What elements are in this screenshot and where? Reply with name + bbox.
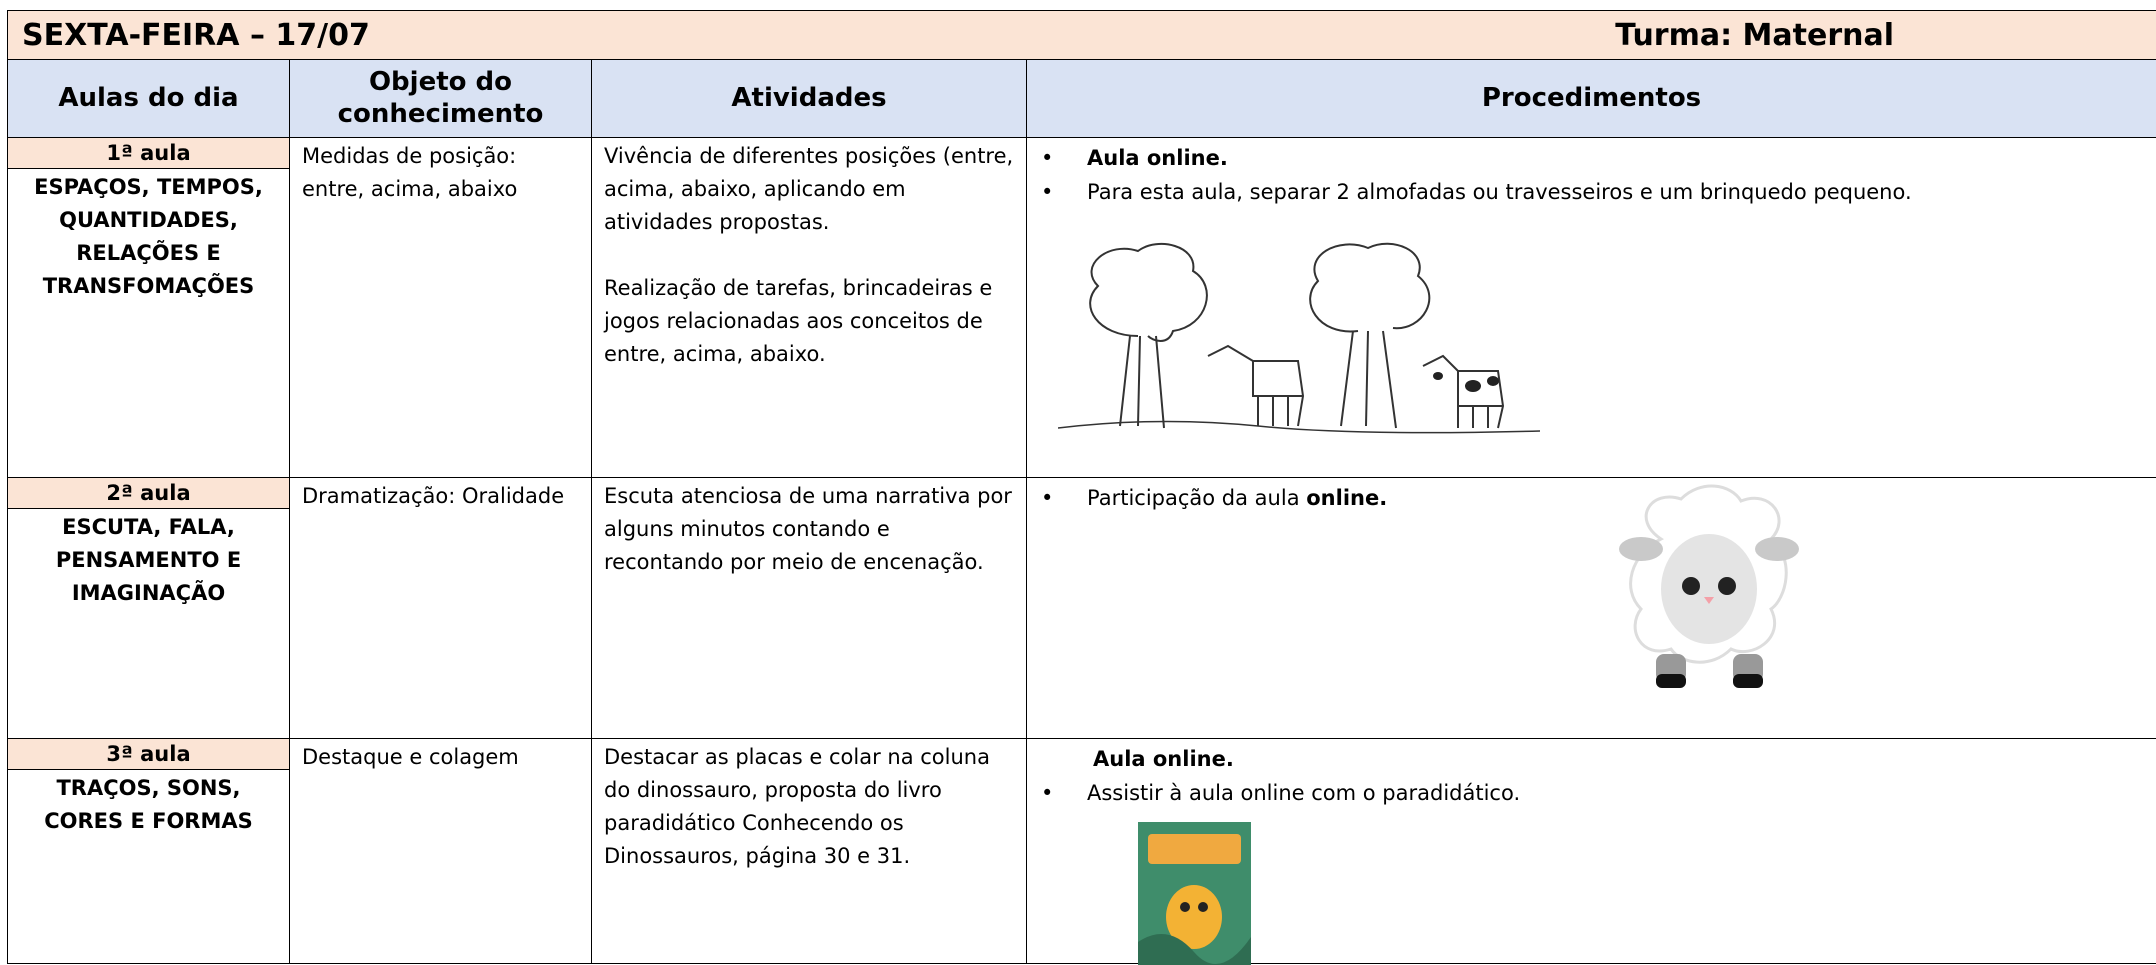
- procedure-text: Participação da aula: [1087, 486, 1307, 510]
- column-header: Procedimentos: [1025, 59, 2156, 138]
- lesson-table: SEXTA-FEIRA – 17/07 Turma: Maternal Aula…: [6, 10, 2156, 964]
- procedimentos-cell: Aula online. Para esta aula, separar 2 al…: [1025, 137, 2156, 478]
- lesson-row: 1ª aula ESPAÇOS, TEMPOS, QUANTIDADES, REL…: [7, 137, 2156, 478]
- procedure-bold-text: Aula online.: [1093, 747, 1234, 771]
- lesson-row: 3ª aula TRAÇOS, SONS, CORES E FORMAS Desta…: [7, 738, 2156, 964]
- objeto-cell: Dramatização: Oralidade: [289, 477, 592, 739]
- atividades-cell: Escuta atenciosa de uma narrativa por al…: [591, 477, 1027, 739]
- procedure-item: Para esta aula, separar 2 almofadas ou t…: [1041, 175, 2144, 209]
- objeto-text: Dramatização: Oralidade: [302, 484, 565, 508]
- field-area: ESPAÇOS, TEMPOS, QUANTIDADES, RELAÇÕES E…: [34, 175, 263, 298]
- activity-paragraph: Destacar as placas e colar na coluna do …: [604, 745, 990, 868]
- title-cell: SEXTA-FEIRA – 17/07 Turma: Maternal: [6, 10, 2156, 60]
- sheep-illustration: [1619, 484, 1799, 688]
- field-area: TRAÇOS, SONS, CORES E FORMAS: [44, 776, 253, 833]
- procedimentos: Aula online. Para esta aula, separar 2 al…: [1028, 139, 2156, 209]
- lesson-cell: 2ª aula ESCUTA, FALA, PENSAMENTO E IMAGIN…: [7, 477, 290, 739]
- objeto-text: Medidas de posição: entre, acima, abaixo: [302, 144, 518, 201]
- column-header: Aulas do dia: [7, 59, 290, 138]
- activity-paragraph: Escuta atenciosa de uma narrativa por al…: [604, 484, 1012, 574]
- procedimentos-cell: Participação da aula online.: [1025, 477, 2156, 739]
- atividades: Vivência de diferentes posições (entre, …: [593, 139, 1026, 407]
- field-area: ESCUTA, FALA, PENSAMENTO E IMAGINAÇÃO: [55, 515, 242, 605]
- procedure-item: Assistir à aula online com o paradidátic…: [1041, 776, 2144, 810]
- lesson-number: 2ª aula: [8, 478, 289, 509]
- lesson-cell: 1ª aula ESPAÇOS, TEMPOS, QUANTIDADES, REL…: [7, 137, 290, 478]
- objeto-cell: Destaque e colagem: [289, 738, 592, 964]
- lesson-number: 3ª aula: [8, 739, 289, 770]
- lesson-row: 2ª aula ESCUTA, FALA, PENSAMENTO E IMAGIN…: [7, 477, 2156, 739]
- procedure-bold-text: online.: [1306, 486, 1388, 510]
- trees-animals-illustration: [1058, 242, 1540, 434]
- atividades: Destacar as placas e colar na coluna do …: [593, 740, 1026, 909]
- class-title: Turma: Maternal: [1615, 17, 1895, 53]
- day-title: SEXTA-FEIRA – 17/07: [22, 17, 370, 53]
- lesson-number: 1ª aula: [8, 138, 289, 169]
- atividades-cell: Vivência de diferentes posições (entre, …: [591, 137, 1027, 478]
- atividades: Escuta atenciosa de uma narrativa por al…: [593, 479, 1026, 615]
- procedure-bold-text: Aula online.: [1087, 146, 1228, 170]
- procedure-item: Aula online.: [1041, 141, 2144, 175]
- atividades-cell: Destacar as placas e colar na coluna do …: [591, 738, 1027, 964]
- procedure-item: Aula online.: [1087, 742, 2144, 776]
- objeto-cell: Medidas de posição: entre, acima, abaixo: [289, 137, 592, 478]
- procedure-text: Para esta aula, separar 2 almofadas ou t…: [1087, 180, 1912, 204]
- procedimentos: Aula online. Assistir à aula online com o…: [1028, 740, 2156, 810]
- column-header: Atividades: [591, 59, 1027, 138]
- title-row: SEXTA-FEIRA – 17/07 Turma: Maternal: [6, 10, 2156, 60]
- procedimentos: Participação da aula online.: [1028, 479, 2156, 515]
- column-header: Objeto do conhecimento: [289, 59, 592, 138]
- column-header-row: Aulas do dia Objeto do conhecimento Ativid…: [7, 59, 2156, 138]
- procedure-item: Participação da aula online.: [1041, 481, 2144, 515]
- activity-paragraph: Vivência de diferentes posições (entre, …: [604, 144, 1014, 234]
- lesson-cell: 3ª aula TRAÇOS, SONS, CORES E FORMAS: [7, 738, 290, 964]
- objeto-text: Destaque e colagem: [302, 745, 519, 769]
- procedure-text: Assistir à aula online com o paradidátic…: [1087, 781, 1521, 805]
- activity-paragraph: Realização de tarefas, brincadeiras e jo…: [604, 276, 993, 366]
- book-cover-illustration: [1138, 822, 1251, 965]
